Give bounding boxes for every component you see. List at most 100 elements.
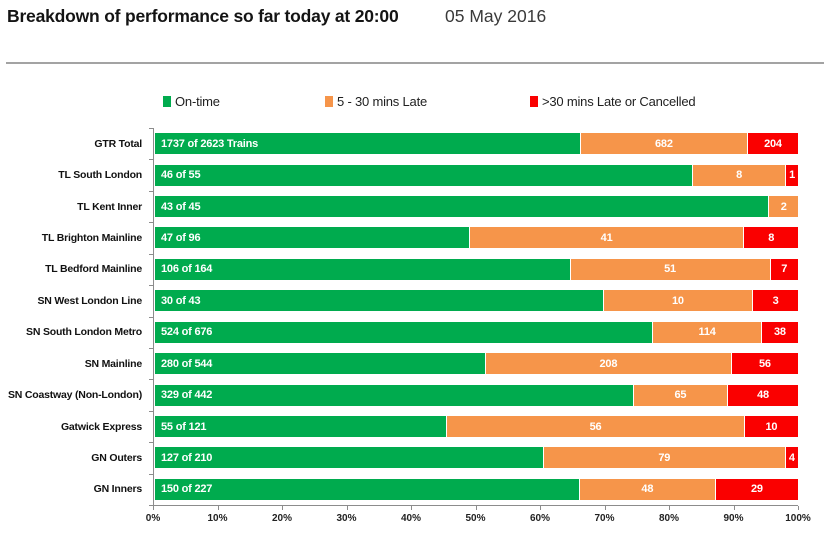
bar-value-label: 3 [772,294,779,307]
category-tick-mark [149,222,153,224]
x-tick-mark [153,506,154,510]
chart-legend: On-time 5 - 30 mins Late >30 mins Late or … [0,92,830,110]
bar-segment-cancelled: 1 [786,164,798,186]
bar-segment-cancelled: 29 [715,478,798,500]
chart-row: SN South London Metro 524 of 676 114 38 [0,317,800,348]
legend-label: 5 - 30 mins Late [337,93,428,109]
category-label: TL Brighton Mainline [41,231,142,244]
bar-track: 46 of 55 8 1 [155,164,798,186]
legend-label: >30 mins Late or Cancelled [542,93,696,109]
chart-row: TL Brighton Mainline 47 of 96 41 8 [0,222,800,253]
bar-track: 127 of 210 79 4 [155,447,798,469]
x-tick-label: 80% [658,513,680,524]
bar-segment-cancelled: 4 [785,447,798,469]
x-tick-mark [475,506,477,510]
bar-value-label: 682 [655,137,673,150]
bar-segment-cancelled: 10 [744,416,798,437]
bar-value-label: 46 of 55 [161,169,201,182]
x-tick-mark [733,506,735,510]
category-tick-mark [149,379,153,381]
legend-item: On-time [163,92,220,110]
bar-value-label: 127 of 210 [161,451,213,464]
category-label: SN West London Line [37,294,142,307]
category-tick-mark [149,190,153,192]
x-tick-mark [604,506,606,510]
bar-segment-ontime: 280 of 544 [155,353,486,375]
chart-row: TL South London 46 of 55 8 1 [0,159,800,190]
x-tick-label: 70% [594,513,615,524]
x-tick-mark [669,506,670,510]
x-tick-mark [411,506,412,510]
legend-item: 5 - 30 mins Late [325,92,427,110]
value-axis-line [153,505,798,506]
x-axis-ticks: 0% 10% 20% 30% 40% 50% 60% 70% 80% 90% 100% [146,505,811,535]
bar-track: 55 of 121 56 10 [155,416,798,437]
bar-segment-late: 79 [543,447,786,469]
category-label: SN Mainline [84,357,143,370]
bar-value-label: 43 of 45 [161,200,201,213]
stacked-bar-chart: GTR Total 1737 of 2623 Trains 682 204 TL Sou… [0,128,830,530]
bar-track: 30 of 43 10 3 [155,290,798,312]
chart-row: SN Mainline 280 of 544 208 56 [0,348,800,379]
bar-segment-ontime: 106 of 164 [155,258,571,280]
chart-row: GTR Total 1737 of 2623 Trains 682 204 [0,128,800,159]
chart-row: TL Kent Inner 43 of 45 2 [0,191,800,222]
chart-row: SN West London Line 30 of 43 10 3 [0,285,800,316]
bar-value-label: 56 [589,420,602,433]
bar-value-label: 7 [781,263,788,276]
bar-value-label: 65 [674,389,687,402]
x-tick-label: 60% [529,513,551,524]
category-tick-mark [149,253,153,255]
bar-segment-late: 48 [579,478,716,500]
category-tick-mark [149,128,153,129]
category-label: TL Bedford Mainline [45,263,142,276]
category-label: GN Inners [93,483,143,496]
chart-row: Gatwick Express 55 of 121 56 10 [0,411,800,442]
bar-track: 524 of 676 114 38 [155,321,798,343]
bar-value-label: 150 of 227 [161,483,213,496]
x-tick-label: 90% [723,513,744,524]
bar-value-label: 8 [736,169,742,182]
x-tick-label: 20% [271,513,293,524]
category-tick-mark [149,285,153,287]
bar-segment-late: 51 [570,258,771,280]
category-axis-line [153,128,154,506]
x-tick-mark [798,506,799,510]
bar-value-label: 4 [788,451,795,464]
header-divider [6,62,824,64]
category-tick-mark [149,505,153,506]
x-tick-label: 0% [145,513,161,524]
category-label: GN Outers [91,451,142,464]
chart-row: TL Bedford Mainline 106 of 164 51 7 [0,254,800,285]
report-date: 05 May 2016 [445,6,547,26]
bar-value-label: 1 [789,169,796,182]
category-tick-mark [149,442,153,444]
category-label: Gatwick Express [60,420,142,433]
bar-segment-ontime: 46 of 55 [155,164,693,186]
bar-value-label: 41 [600,231,613,244]
bar-value-label: 29 [750,483,763,496]
bar-value-label: 56 [758,357,771,370]
category-label: GTR Total [94,137,142,150]
bar-segment-cancelled: 3 [753,290,798,312]
bar-value-label: 2 [780,200,787,213]
category-label: SN Coastway (Non-London) [7,389,142,402]
bar-segment-late: 8 [692,164,787,186]
x-tick-label: 10% [207,513,228,524]
bar-segment-late: 65 [633,384,729,406]
bar-track: 47 of 96 41 8 [155,227,798,249]
category-label: TL Kent Inner [77,200,142,213]
bar-track: 329 of 442 65 48 [155,384,798,406]
category-tick-mark [149,410,153,412]
chart-row: GN Inners 150 of 227 48 29 [0,474,800,505]
bar-value-label: 51 [664,263,676,276]
bar-track: 43 of 45 2 [155,196,798,218]
bar-track: 150 of 227 48 29 [155,478,798,500]
bar-value-label: 48 [757,389,769,402]
bar-segment-cancelled: 204 [747,133,798,155]
bar-segment-cancelled: 38 [761,321,798,343]
bar-value-label: 10 [765,420,778,433]
bar-value-label: 55 of 121 [161,420,207,433]
bar-segment-ontime: 55 of 121 [155,416,448,437]
